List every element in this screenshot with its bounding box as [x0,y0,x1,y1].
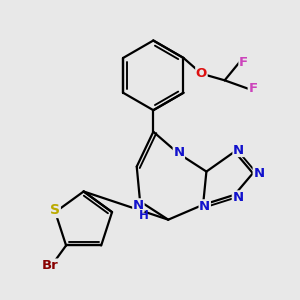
Text: N: N [199,200,210,213]
Text: N: N [232,191,244,204]
Text: Br: Br [41,259,58,272]
Text: N: N [233,143,244,157]
Text: H: H [138,209,148,222]
Text: S: S [50,203,60,218]
Text: F: F [248,82,257,95]
Text: F: F [239,56,248,69]
Text: N: N [133,199,144,212]
Text: O: O [196,67,207,80]
Text: N: N [173,146,184,159]
Text: N: N [253,167,264,180]
